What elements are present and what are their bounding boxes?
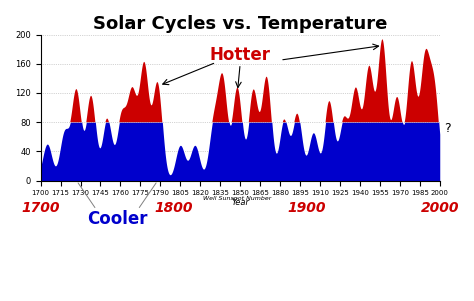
Text: ?: ?: [444, 122, 450, 135]
Text: 2000: 2000: [420, 201, 459, 215]
Text: 1800: 1800: [155, 201, 193, 215]
Text: Hotter: Hotter: [210, 46, 271, 64]
X-axis label: Year: Year: [231, 198, 249, 207]
Title: Solar Cycles vs. Temperature: Solar Cycles vs. Temperature: [93, 15, 387, 33]
Text: Well Sunspot Number: Well Sunspot Number: [203, 196, 272, 201]
Text: Cooler: Cooler: [88, 209, 148, 228]
Text: 1900: 1900: [287, 201, 326, 215]
Text: 1700: 1700: [21, 201, 60, 215]
